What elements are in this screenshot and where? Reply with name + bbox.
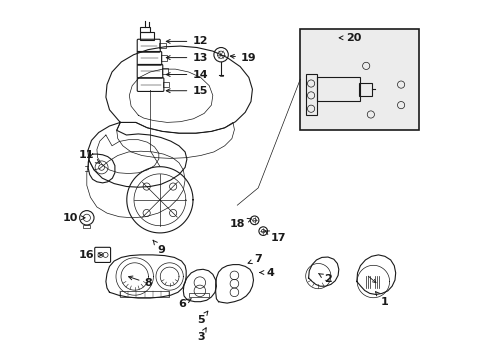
Text: 6: 6 <box>178 299 191 309</box>
Text: 15: 15 <box>166 86 207 96</box>
Text: 1: 1 <box>375 292 387 307</box>
Bar <box>159 43 165 48</box>
Text: 2: 2 <box>318 274 331 284</box>
Bar <box>189 293 209 297</box>
Text: 14: 14 <box>166 69 207 80</box>
Text: 13: 13 <box>166 53 207 63</box>
Bar <box>160 55 167 61</box>
Text: 20: 20 <box>339 33 361 43</box>
Text: 10: 10 <box>62 213 85 223</box>
Text: 9: 9 <box>153 240 165 255</box>
Bar <box>140 32 154 40</box>
Text: 11: 11 <box>79 150 100 163</box>
Bar <box>140 27 150 32</box>
Bar <box>83 225 90 228</box>
Text: 19: 19 <box>230 53 256 63</box>
Text: 16: 16 <box>78 250 102 260</box>
Text: 5: 5 <box>197 311 207 325</box>
Text: 3: 3 <box>197 328 206 342</box>
Text: 4: 4 <box>260 267 273 278</box>
Bar <box>358 83 371 96</box>
Text: 17: 17 <box>264 231 285 243</box>
Bar <box>162 68 168 74</box>
Bar <box>305 74 316 115</box>
Text: 18: 18 <box>229 219 251 229</box>
Text: 8: 8 <box>128 276 152 288</box>
Bar <box>300 29 418 130</box>
Text: 7: 7 <box>247 254 262 264</box>
Text: 12: 12 <box>166 36 207 46</box>
Bar <box>163 82 169 87</box>
Bar <box>120 291 168 297</box>
